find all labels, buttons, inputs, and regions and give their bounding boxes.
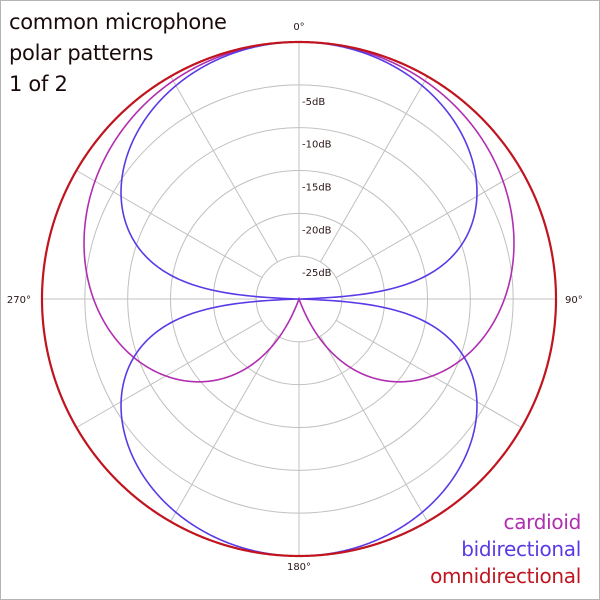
grid-ring: [212, 212, 386, 386]
grid-spoke: [76, 319, 263, 428]
grid-spoke: [170, 335, 279, 522]
ring-label: -5dB: [302, 97, 325, 108]
ring-label: -15dB: [302, 183, 332, 194]
grid-spoke: [319, 76, 428, 263]
legend-cardioid: cardioid: [503, 510, 582, 534]
pattern-curves: [40, 40, 558, 558]
angle-label-90: 90°: [565, 295, 583, 306]
grid-spoke: [335, 319, 522, 428]
legend-omnidirectional: omnidirectional: [430, 564, 581, 588]
grid-spoke: [335, 170, 522, 279]
grid-spoke: [76, 170, 263, 279]
ring-label: -10dB: [302, 140, 332, 151]
legend-bidirectional: bidirectional: [461, 537, 581, 561]
title-line-3: 1 of 2: [9, 72, 68, 96]
grid-ring: [255, 255, 343, 343]
angle-label-0: 0°: [293, 22, 304, 33]
grid-spoke: [170, 76, 279, 263]
chart-title: common microphone polar patterns 1 of 2: [9, 7, 227, 100]
grid-ring: [170, 170, 428, 428]
polar-grid: [42, 42, 556, 556]
grid-ring: [84, 84, 514, 514]
title-line-1: common microphone: [9, 10, 227, 34]
grid-spoke: [319, 335, 428, 522]
angle-label-270: 270°: [7, 295, 31, 306]
axis-labels: 0° 90° 180° 270° -5dB -10dB -15dB -20dB -25dB: [7, 22, 583, 573]
legend: cardioid bidirectional omnidirectional: [430, 509, 581, 590]
title-line-2: polar patterns: [9, 41, 154, 65]
curve-omnidirectional: [40, 40, 558, 558]
ring-label: -25dB: [302, 268, 332, 279]
ring-label: -20dB: [302, 225, 332, 236]
grid-ring: [127, 127, 471, 471]
angle-label-180: 180°: [287, 562, 311, 573]
